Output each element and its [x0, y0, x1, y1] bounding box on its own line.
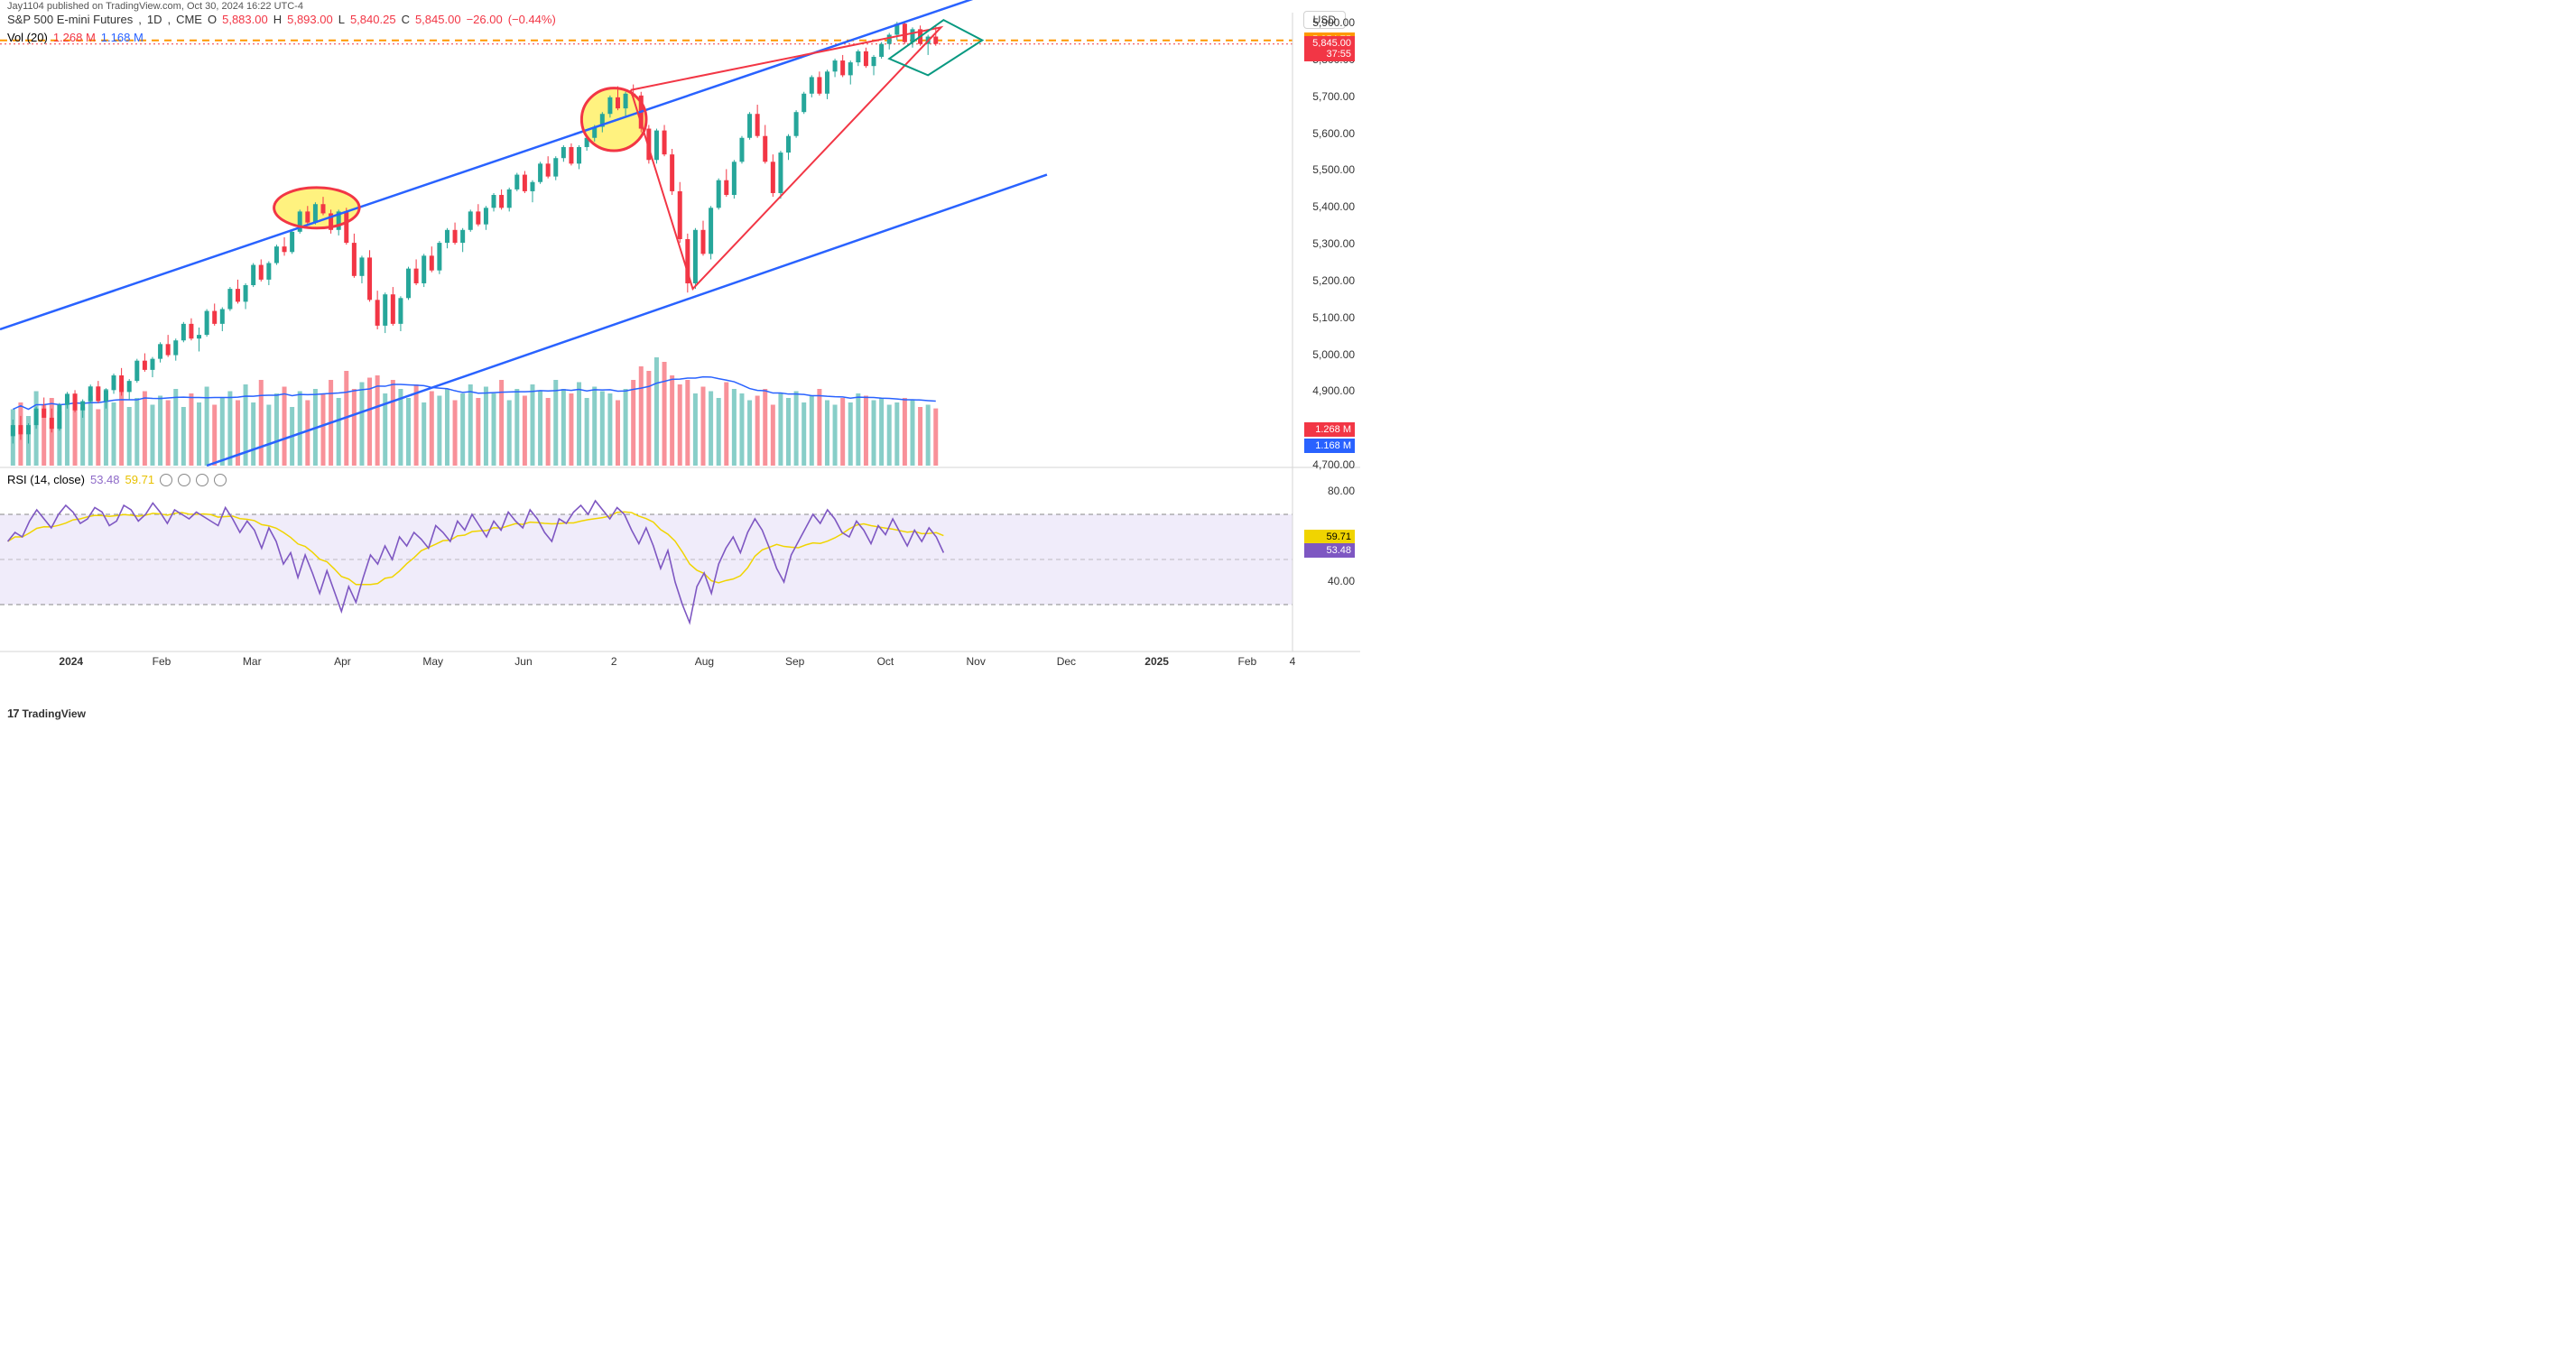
vol-tag: 1.268 M	[1304, 422, 1355, 437]
price-axis-tick: 5,300.00	[1312, 237, 1355, 250]
vol-v2: 1.168 M	[101, 31, 144, 44]
vol-v1: 1.268 M	[53, 31, 96, 44]
rsi-v2: 59.71	[125, 473, 155, 486]
time-axis-label: 2	[611, 655, 617, 668]
attribution-text: Jay1104 published on TradingView.com, Oc…	[0, 0, 1360, 13]
volume-legend: Vol (20) 1.268 M 1.168 M	[7, 31, 144, 44]
time-axis-label: Mar	[243, 655, 262, 668]
price-axis-tick: 4,900.00	[1312, 384, 1355, 397]
time-axis-label: May	[422, 655, 443, 668]
price-axis-tick: 5,700.00	[1312, 90, 1355, 103]
ohlc-c-label: C	[402, 13, 410, 26]
exchange: CME	[176, 13, 202, 26]
time-axis-label: Feb	[153, 655, 171, 668]
timeframe[interactable]: 1D	[147, 13, 162, 26]
ohlc-o-label: O	[208, 13, 217, 26]
brand-footer[interactable]: 17 TradingView	[7, 707, 86, 720]
vol-tag: 1.168 M	[1304, 439, 1355, 453]
ohlc-l-label: L	[338, 13, 345, 26]
eye-icon[interactable]	[178, 474, 190, 486]
chart-svg[interactable]	[0, 0, 1360, 722]
rsi-label: RSI (14, close)	[7, 473, 85, 486]
ohlc-h-label: H	[273, 13, 282, 26]
brand-text: TradingView	[22, 707, 85, 720]
rsi-axis-tick: 40.00	[1328, 575, 1355, 587]
time-axis-label: 4	[1290, 655, 1296, 668]
symbol-name[interactable]: S&P 500 E-mini Futures	[7, 13, 133, 26]
time-axis-label: Sep	[785, 655, 804, 668]
time-axis-label: Dec	[1057, 655, 1076, 668]
ohlc-chg-pct: (−0.44%)	[508, 13, 556, 26]
chart-header: S&P 500 E-mini Futures, 1D, CME O 5,883.…	[7, 13, 556, 26]
rsi-axis-tick: 80.00	[1328, 485, 1355, 497]
price-axis-tick: 4,700.00	[1312, 458, 1355, 471]
rsi-legend: RSI (14, close) 53.48 59.71	[7, 473, 227, 486]
ohlc-c: 5,845.00	[415, 13, 461, 26]
vol-label: Vol (20)	[7, 31, 48, 44]
time-axis-label: Feb	[1238, 655, 1257, 668]
tradingview-logo-icon: 17	[7, 707, 18, 720]
ohlc-h: 5,893.00	[287, 13, 333, 26]
time-axis-label: Jun	[514, 655, 532, 668]
time-axis-label: 2024	[59, 655, 83, 668]
rsi-tag: 53.48	[1304, 543, 1355, 558]
price-axis-tick: 5,400.00	[1312, 200, 1355, 213]
time-axis-label: Apr	[334, 655, 351, 668]
eye-icon[interactable]	[196, 474, 208, 486]
time-axis-label: Aug	[695, 655, 714, 668]
time-axis-label: Oct	[877, 655, 894, 668]
rsi-v1: 53.48	[90, 473, 120, 486]
time-axis-label: 2025	[1144, 655, 1169, 668]
eye-icon[interactable]	[160, 474, 172, 486]
eye-icon[interactable]	[214, 474, 227, 486]
price-axis-tick: 5,900.00	[1312, 16, 1355, 29]
price-axis-tick: 5,600.00	[1312, 127, 1355, 140]
time-axis-label: Nov	[966, 655, 985, 668]
ohlc-l: 5,840.25	[350, 13, 396, 26]
price-axis-tick: 5,100.00	[1312, 311, 1355, 324]
ohlc-o: 5,883.00	[222, 13, 268, 26]
price-axis-tick: 5,500.00	[1312, 163, 1355, 176]
ohlc-chg: −26.00	[467, 13, 503, 26]
chart-root: Jay1104 published on TradingView.com, Oc…	[0, 0, 1360, 722]
price-axis-tick: 5,000.00	[1312, 348, 1355, 361]
price-axis-tick: 5,200.00	[1312, 274, 1355, 287]
rsi-tag: 59.71	[1304, 530, 1355, 544]
price-tag: 37:55	[1304, 47, 1355, 61]
